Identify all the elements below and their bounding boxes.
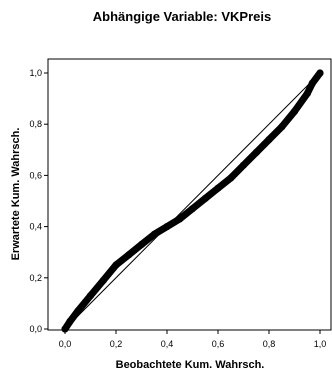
data-point [112, 261, 120, 269]
data-point [290, 107, 299, 115]
y-tick-label: 0,8 [29, 119, 42, 129]
data-point [227, 174, 235, 182]
y-axis-ticks: 0,0 0,2 0,4 0,6 0,8 1,0 [29, 68, 48, 334]
data-point [74, 307, 82, 315]
data-point [150, 230, 158, 238]
data-point [201, 194, 209, 202]
data-point [239, 161, 248, 169]
y-tick-label: 0,6 [29, 170, 42, 180]
data-point [303, 89, 311, 98]
data-point [125, 251, 133, 259]
x-tick-label: 0,2 [110, 339, 123, 349]
data-point [188, 205, 197, 213]
x-tick-label: 0,6 [212, 339, 225, 349]
data-point [265, 136, 273, 144]
y-tick-label: 0,4 [29, 222, 42, 232]
x-tick-label: 0,0 [59, 339, 72, 349]
x-tick-label: 0,4 [161, 339, 174, 349]
y-tick-label: 0,0 [29, 324, 42, 334]
data-point [308, 79, 316, 87]
data-point [137, 240, 146, 249]
data-point [99, 276, 107, 284]
reference-diagonal-line [64, 72, 321, 330]
data-point [66, 317, 74, 325]
data-point [86, 292, 95, 300]
x-tick-label: 0,8 [263, 339, 276, 349]
x-axis-ticks: 0,0 0,2 0,4 0,6 0,8 1,0 [59, 330, 327, 349]
data-points [61, 69, 324, 333]
plot-frame [47, 58, 332, 331]
y-axis-label: Erwartete Kum. Wahrsch. [10, 128, 22, 261]
x-tick-label: 1,0 [314, 339, 327, 349]
data-point [252, 148, 260, 156]
data-point [316, 69, 324, 77]
data-point [176, 215, 184, 223]
data-point [61, 325, 69, 333]
y-tick-label: 0,2 [29, 273, 42, 283]
x-axis-label: Beobachtete Kum. Wahrsch. [116, 359, 265, 371]
y-tick-label: 1,0 [29, 68, 42, 78]
data-point [278, 123, 286, 131]
data-point [163, 223, 171, 231]
data-point [214, 184, 222, 192]
chart-title: Abhängige Variable: VKPreis [93, 9, 271, 24]
